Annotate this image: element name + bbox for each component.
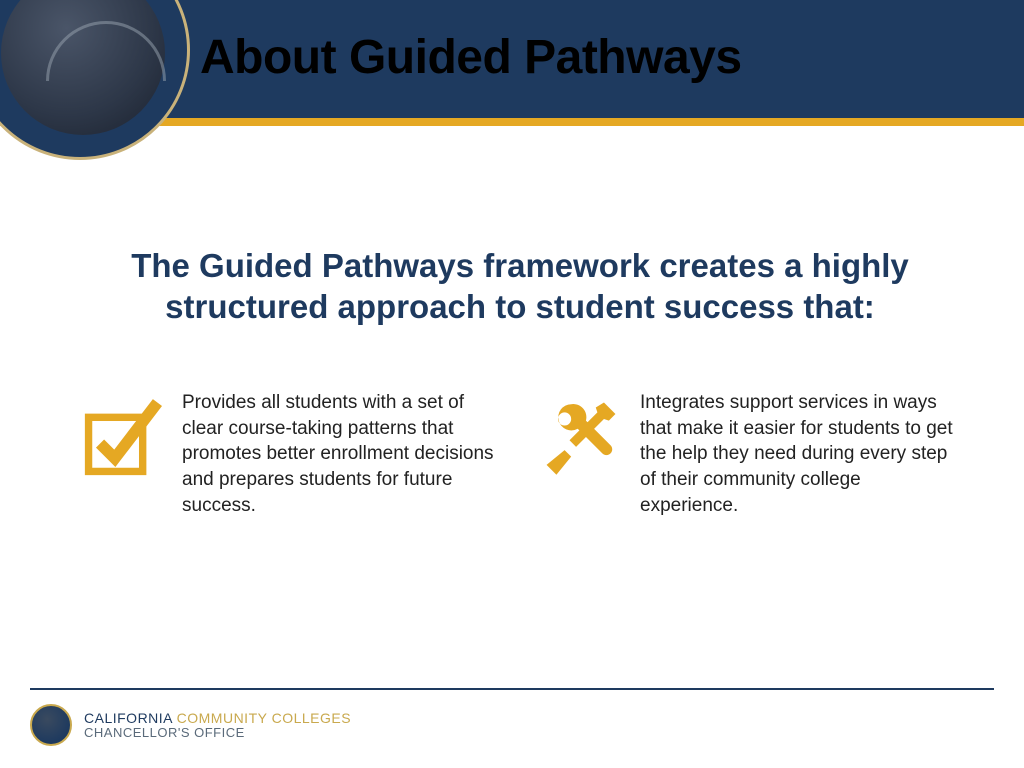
column-1: Provides all students with a set of clea… xyxy=(82,390,504,518)
logo-arc xyxy=(46,21,166,81)
footer-divider xyxy=(30,688,994,690)
column-2: Integrates support services in ways that… xyxy=(540,390,962,518)
checkbox-icon xyxy=(82,396,164,478)
logo-inner xyxy=(1,0,165,135)
content-columns: Provides all students with a set of clea… xyxy=(82,390,962,518)
slide-title: About Guided Pathways xyxy=(200,30,960,85)
footer-seal-icon xyxy=(30,704,72,746)
column-1-text: Provides all students with a set of clea… xyxy=(182,390,504,518)
footer-line1a: CALIFORNIA xyxy=(84,710,177,726)
footer-text: CALIFORNIA COMMUNITY COLLEGES CHANCELLOR… xyxy=(84,711,351,739)
footer: CALIFORNIA COMMUNITY COLLEGES CHANCELLOR… xyxy=(30,700,530,750)
footer-org-line2: CHANCELLOR'S OFFICE xyxy=(84,726,351,740)
slide-subtitle: The Guided Pathways framework creates a … xyxy=(80,245,960,328)
tools-icon xyxy=(540,396,622,478)
footer-org-line1: CALIFORNIA COMMUNITY COLLEGES xyxy=(84,711,351,726)
column-2-text: Integrates support services in ways that… xyxy=(640,390,962,518)
slide: About Guided Pathways The Guided Pathway… xyxy=(0,0,1024,768)
logo-seal xyxy=(0,0,190,160)
footer-line1b: COMMUNITY COLLEGES xyxy=(177,710,351,726)
